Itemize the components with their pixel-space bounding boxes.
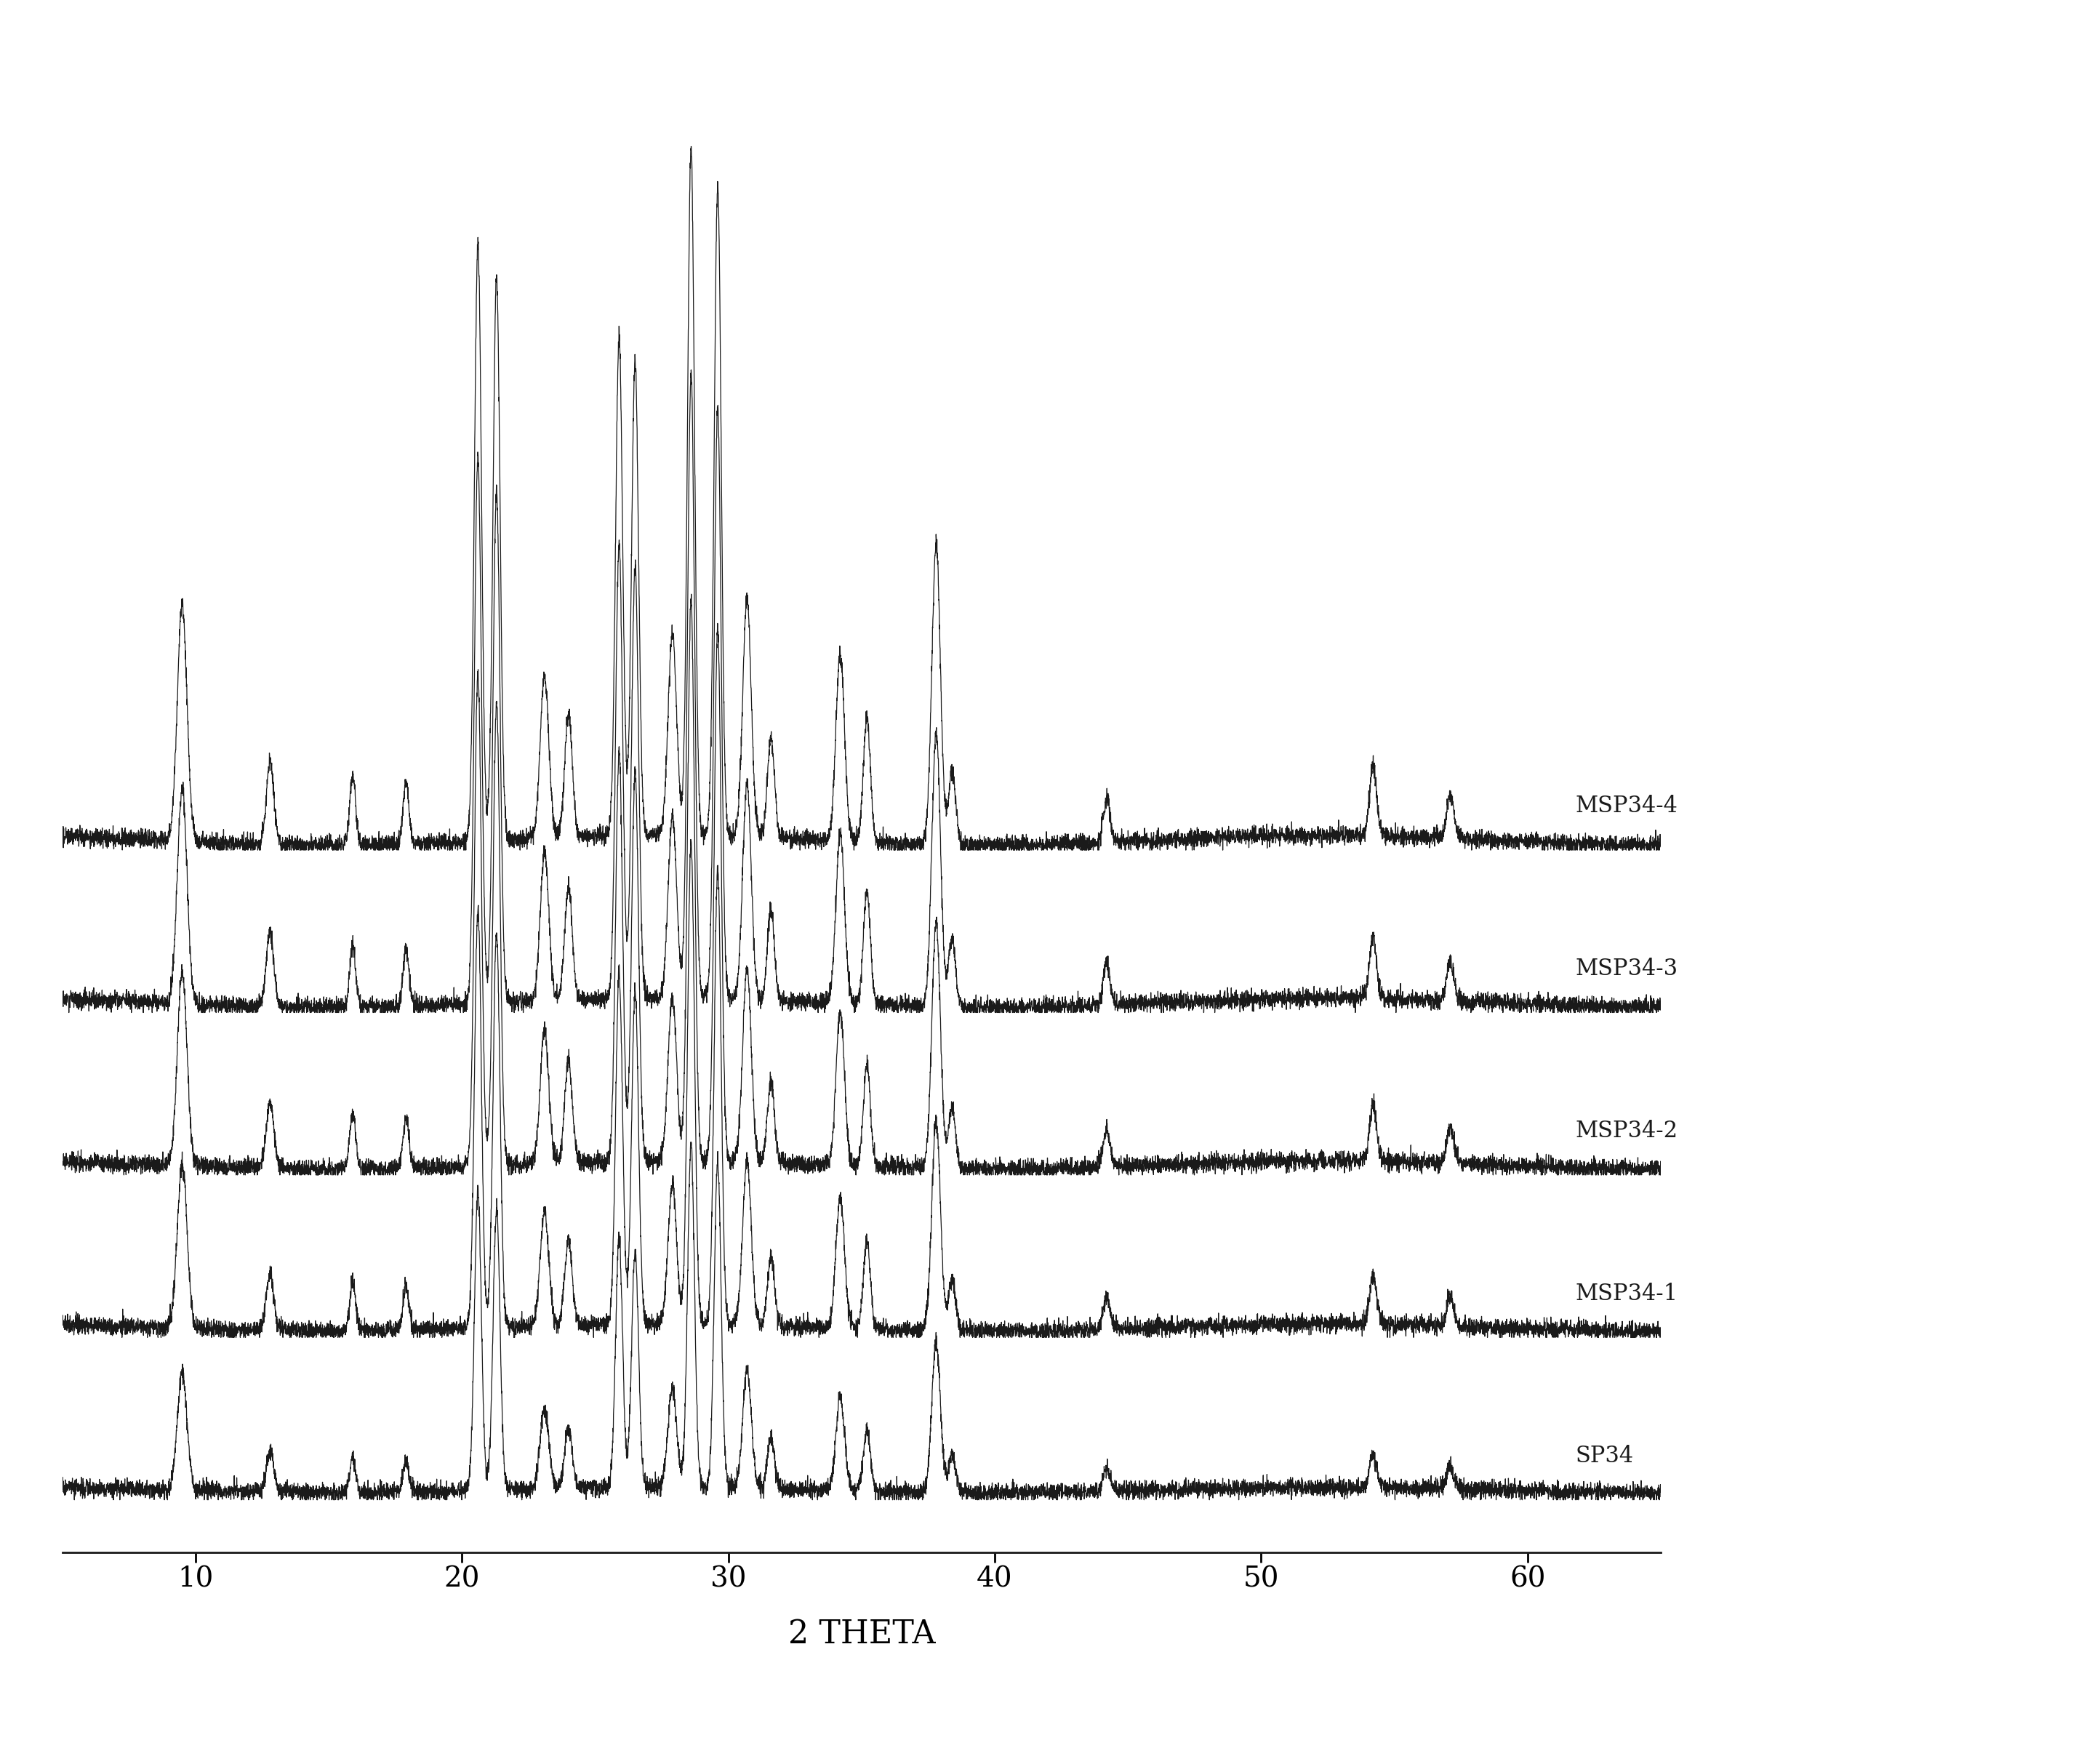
Text: MSP34-3: MSP34-3 [1576, 958, 1677, 981]
Text: SP34: SP34 [1576, 1445, 1634, 1468]
Text: MSP34-2: MSP34-2 [1576, 1120, 1677, 1143]
X-axis label: 2 THETA: 2 THETA [789, 1618, 934, 1649]
Text: MSP34-4: MSP34-4 [1576, 796, 1677, 818]
Text: MSP34-1: MSP34-1 [1576, 1282, 1677, 1305]
